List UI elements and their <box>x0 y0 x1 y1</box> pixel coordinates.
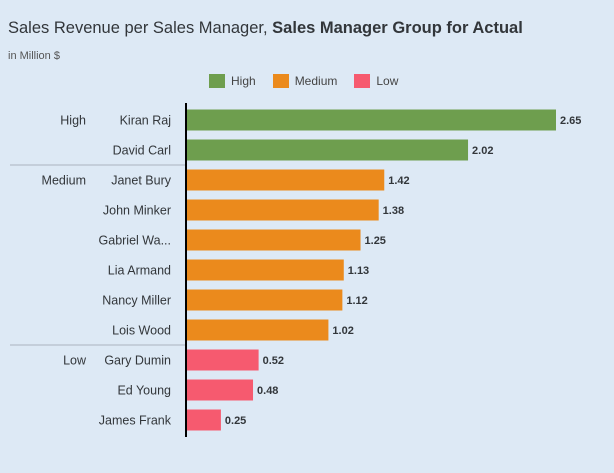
legend-item-medium[interactable]: Medium <box>272 74 338 88</box>
category-label-ed-young: Ed Young <box>117 384 171 398</box>
bar-james-frank[interactable] <box>186 409 221 431</box>
data-label-gabriel-wa: 1.25 <box>365 235 386 247</box>
data-label-john-minker: 1.38 <box>383 205 404 217</box>
data-label-nancy-miller: 1.12 <box>346 295 367 307</box>
chart-legend: High Medium Low <box>209 73 415 89</box>
category-label-lois-wood: Lois Wood <box>112 324 171 338</box>
chart-title: Sales Revenue per Sales Manager, Sales M… <box>8 19 523 38</box>
data-label-lois-wood: 1.02 <box>332 325 353 337</box>
bar-john-minker[interactable] <box>186 199 379 221</box>
group-label-medium: Medium <box>42 174 86 188</box>
category-label-gabriel-wa: Gabriel Wa... <box>99 234 171 248</box>
category-label-nancy-miller: Nancy Miller <box>102 294 171 308</box>
category-label-david-carl: David Carl <box>113 144 171 158</box>
legend-label-medium: Medium <box>294 74 338 88</box>
category-label-james-frank: James Frank <box>99 414 172 428</box>
legend-swatch-low <box>354 74 371 88</box>
group-label-low: Low <box>63 354 87 368</box>
category-label-kiran-raj: Kiran Raj <box>120 114 171 128</box>
legend-label-high: High <box>231 74 256 88</box>
legend-item-high[interactable]: High <box>209 74 256 88</box>
bar-lois-wood[interactable] <box>186 319 329 341</box>
category-label-lia-armand: Lia Armand <box>108 264 171 278</box>
legend-label-low: Low <box>376 74 399 88</box>
bar-lia-armand[interactable] <box>186 259 344 281</box>
data-label-lia-armand: 1.13 <box>348 265 369 277</box>
legend-item-low[interactable]: Low <box>354 74 398 88</box>
bar-janet-bury[interactable] <box>186 169 385 191</box>
bar-ed-young[interactable] <box>186 379 254 401</box>
legend-swatch-medium <box>272 74 289 88</box>
chart-title-bold: Sales Manager Group for Actual <box>272 19 523 37</box>
bar-david-carl[interactable] <box>186 139 469 161</box>
category-label-gary-dumin: Gary Dumin <box>104 354 171 368</box>
chart-title-main: Sales Revenue per Sales Manager, <box>8 19 273 37</box>
data-label-gary-dumin: 0.52 <box>263 355 284 367</box>
data-label-kiran-raj: 2.65 <box>560 115 581 127</box>
legend-swatch-high <box>209 74 225 88</box>
bar-kiran-raj[interactable] <box>186 109 556 131</box>
chart-subtitle: in Million $ <box>8 50 60 62</box>
category-label-janet-bury: Janet Bury <box>111 174 172 188</box>
data-label-david-carl: 2.02 <box>472 145 493 157</box>
group-label-high: High <box>60 114 86 128</box>
data-label-ed-young: 0.48 <box>257 385 278 397</box>
data-label-james-frank: 0.25 <box>225 415 246 427</box>
bar-gabriel-wa[interactable] <box>186 229 361 251</box>
data-label-janet-bury: 1.42 <box>388 175 409 187</box>
category-label-john-minker: John Minker <box>103 204 171 218</box>
bar-nancy-miller[interactable] <box>186 289 343 311</box>
bar-gary-dumin[interactable] <box>186 349 259 371</box>
